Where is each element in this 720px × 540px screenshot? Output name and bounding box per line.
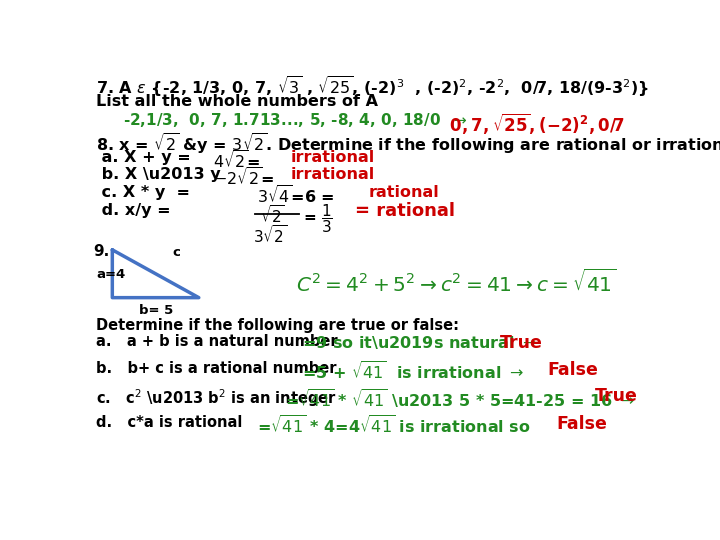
Text: =$\sqrt{41}$ * $\sqrt{41}$ \u2013 5 * 5=41-25 = 16 $\rightarrow$: =$\sqrt{41}$ * $\sqrt{41}$ \u2013 5 * 5=… xyxy=(285,387,635,410)
Text: $3\sqrt{4}$=6 =: $3\sqrt{4}$=6 = xyxy=(258,185,337,207)
Text: True: True xyxy=(500,334,543,352)
Text: $\mathbf{0, 7, \sqrt{25}, (-2)^2, 0/7}$: $\mathbf{0, 7, \sqrt{25}, (-2)^2, 0/7}$ xyxy=(444,111,625,137)
Text: =5 + $\sqrt{41}$  is irrational $\rightarrow$: =5 + $\sqrt{41}$ is irrational $\rightar… xyxy=(302,361,524,383)
Text: List all the whole numbers of A: List all the whole numbers of A xyxy=(96,94,377,109)
Text: c.   c$^2$ \u2013 b$^2$ is an integer: c. c$^2$ \u2013 b$^2$ is an integer xyxy=(96,387,336,409)
Text: =9 so it\u2019s natural $\rightarrow$: =9 so it\u2019s natural $\rightarrow$ xyxy=(302,334,537,351)
Text: b.   b+ c is a rational number: b. b+ c is a rational number xyxy=(96,361,336,376)
Text: -2,1/3,  0, 7, 1.713..., 5, -8, 4, 0, 18/0  $\rightarrow$: -2,1/3, 0, 7, 1.713..., 5, -8, 4, 0, 18/… xyxy=(124,111,468,130)
Text: 7. A $\varepsilon$ {-2, 1/3, 0, 7, $\sqrt{3}$ , $\sqrt{25}$, (-2)$^3$  , (-2)$^2: 7. A $\varepsilon$ {-2, 1/3, 0, 7, $\sqr… xyxy=(96,74,648,99)
Text: 8. x = $\sqrt{2}$ &y = $3\sqrt{2}$. Determine if the following are rational or i: 8. x = $\sqrt{2}$ &y = $3\sqrt{2}$. Dete… xyxy=(96,131,720,156)
Text: b= 5: b= 5 xyxy=(139,304,174,317)
Text: irrational: irrational xyxy=(291,150,375,165)
Text: $-2\sqrt{2}$=: $-2\sqrt{2}$= xyxy=(213,167,274,188)
Text: c: c xyxy=(173,246,181,259)
Text: Determine if the following are true or false:: Determine if the following are true or f… xyxy=(96,318,459,333)
Text: = $\dfrac{1}{3}$: = $\dfrac{1}{3}$ xyxy=(303,202,333,235)
Text: c. X * y  =: c. X * y = xyxy=(96,185,189,200)
Text: $4\sqrt{2}$=: $4\sqrt{2}$= xyxy=(213,150,261,172)
Text: d. x/y =: d. x/y = xyxy=(96,203,170,218)
Text: b. X \u2013 y: b. X \u2013 y xyxy=(96,167,220,181)
Text: d.   c*a is rational: d. c*a is rational xyxy=(96,415,242,430)
Text: = rational: = rational xyxy=(355,202,455,220)
Text: False: False xyxy=(556,415,607,433)
Text: $C^2 = 4^2 + 5^2 \rightarrow c^2 = 41 \rightarrow c = \sqrt{41}$: $C^2 = 4^2 + 5^2 \rightarrow c^2 = 41 \r… xyxy=(297,268,617,296)
Text: rational: rational xyxy=(369,185,440,200)
Text: a.   a + b is a natural number: a. a + b is a natural number xyxy=(96,334,337,349)
Text: False: False xyxy=(547,361,598,379)
Text: a. X + y =: a. X + y = xyxy=(96,150,190,165)
Text: True: True xyxy=(595,387,638,405)
Text: $\sqrt{2}$: $\sqrt{2}$ xyxy=(260,204,285,226)
Text: irrational: irrational xyxy=(291,167,375,181)
Text: =$\sqrt{41}$ * 4=4$\sqrt{41}$ is irrational so: =$\sqrt{41}$ * 4=4$\sqrt{41}$ is irratio… xyxy=(258,415,531,437)
Text: a=4: a=4 xyxy=(96,267,126,280)
Text: 9.: 9. xyxy=(93,244,109,259)
Text: $3\sqrt{2}$: $3\sqrt{2}$ xyxy=(253,224,288,246)
